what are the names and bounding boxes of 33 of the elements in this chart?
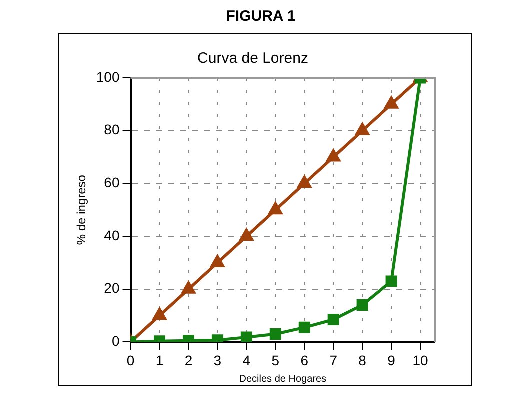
- y-tick-label: 80: [104, 122, 120, 138]
- x-tick-label: 6: [300, 352, 309, 368]
- point: [384, 96, 398, 109]
- y-tick-label: 60: [104, 174, 120, 191]
- y-tick-label: 20: [104, 280, 120, 296]
- chart-title: FIGURA 1: [225, 8, 297, 25]
- point: [326, 150, 340, 162]
- point: [298, 322, 310, 334]
- y-tick-label: 0: [112, 333, 120, 350]
- point: [153, 308, 166, 320]
- chart-subtitle: Curva de Lorenz: [198, 50, 308, 68]
- x-tick-label: 5: [272, 352, 280, 368]
- point: [356, 123, 370, 136]
- point: [182, 282, 196, 294]
- point: [298, 176, 312, 188]
- x-tick-label: 7: [330, 352, 338, 368]
- point: [240, 229, 254, 242]
- x-tick-label: 9: [388, 352, 396, 368]
- x-tick-label: 4: [242, 352, 251, 368]
- x-axis-title: Deciles de Hogares: [239, 374, 327, 385]
- point: [240, 332, 252, 342]
- x-tick-label: 0: [126, 352, 135, 368]
- x-tick-label: 8: [358, 352, 367, 368]
- y-axis-title: % de ingreso: [74, 174, 89, 246]
- x-tick-label: 3: [214, 352, 222, 368]
- y-tick-label: 100: [96, 68, 120, 85]
- x-tick-label: 1: [156, 352, 164, 368]
- point: [268, 202, 282, 215]
- point: [210, 255, 224, 268]
- x-tick-label: 2: [184, 352, 193, 368]
- point: [356, 299, 368, 311]
- y-tick-label: 40: [104, 227, 120, 244]
- x-tick-label: 10: [412, 352, 429, 368]
